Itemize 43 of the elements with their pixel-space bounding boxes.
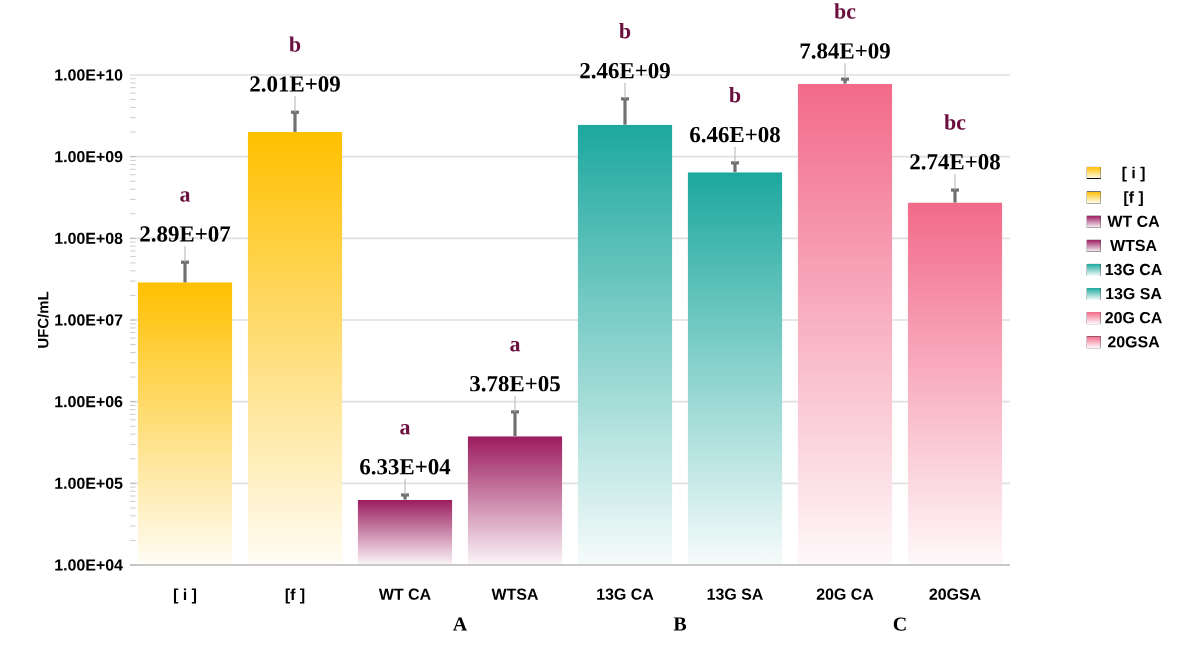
x-tick-label: [ i ] — [173, 588, 197, 604]
y-tick-label: 1.00E+06 — [55, 396, 123, 408]
y-tick-label: 1.00E+08 — [55, 232, 123, 244]
legend-label: 20GSA — [1107, 336, 1160, 348]
data-label: 6.46E+08 — [690, 126, 780, 143]
x-tick-label: [f ] — [285, 588, 305, 604]
x-tick-label: 20GSA — [929, 588, 981, 600]
legend-label: [ i ] — [1122, 166, 1145, 182]
text: bc — [834, 3, 856, 19]
y-axis-title: UFC/mL — [37, 291, 49, 348]
text: b — [619, 23, 631, 39]
x-tick-label: WTSA — [491, 588, 539, 600]
annotation: a — [510, 340, 521, 352]
legend-label: WT CA — [1107, 215, 1160, 227]
y-tick-label: 1.00E+05 — [55, 477, 123, 489]
annotation: bc — [944, 114, 966, 130]
x-tick-label: 13G SA — [707, 588, 763, 600]
data-label: 2.89E+07 — [140, 226, 231, 242]
legend-label: 13G SA — [1106, 287, 1162, 300]
text: b — [289, 36, 301, 52]
legend-label: [f ] — [1124, 191, 1143, 207]
data-label: 7.84E+09 — [800, 43, 890, 59]
x-tick-label: 13G CA — [597, 588, 654, 600]
data-label: 6.33E+04 — [360, 459, 451, 475]
y-tick-label: 1.00E+04 — [55, 559, 123, 571]
data-label: 3.78E+05 — [470, 375, 560, 392]
text: B — [673, 617, 687, 631]
text: C — [893, 617, 906, 631]
x-tick-label: 20G CA — [816, 588, 874, 600]
text: A — [453, 617, 468, 631]
legend-label: WTSA — [1110, 239, 1157, 252]
y-tick-label: 1.00E+10 — [55, 69, 123, 81]
y-tick-label: 1.00E+09 — [55, 151, 123, 163]
data-label: 2.01E+09 — [250, 76, 340, 92]
data-label: 2.74E+08 — [910, 154, 1000, 170]
y-tick-label: 1.00E+07 — [55, 314, 123, 326]
legend-label: 13G CA — [1105, 263, 1162, 276]
annotation: b — [729, 87, 741, 103]
annotation: a — [400, 424, 411, 435]
legend-label: 20G CA — [1105, 312, 1162, 324]
annotation: a — [180, 191, 191, 202]
x-tick-label: WT CA — [378, 588, 431, 600]
data-label: 2.46E+09 — [580, 62, 670, 79]
